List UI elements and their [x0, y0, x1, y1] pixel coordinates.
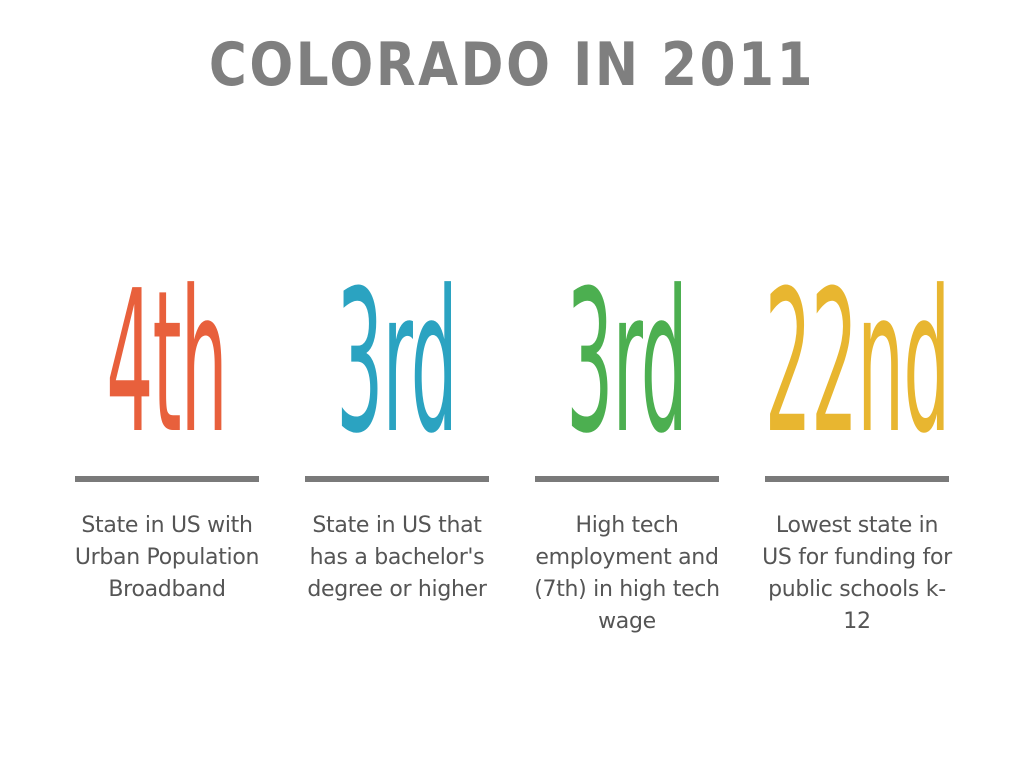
stat-urban-broadband: 4th State in US with Urban Population Br…	[75, 249, 260, 680]
stat-high-tech-employment: 3rd High tech employment and (7th) in hi…	[534, 249, 720, 680]
stat-bachelors-degree: 3rd State in US that has a bachelor's de…	[305, 260, 489, 680]
stat-rank-container: 3rd	[305, 249, 489, 477]
stat-description: High tech employment and (7th) in high t…	[534, 513, 720, 634]
stat-description: State in US with Urban Population Broadb…	[74, 513, 260, 602]
stat-rank: 3rd	[336, 249, 458, 477]
stat-divider	[535, 476, 719, 482]
stat-rank-container: 22nd	[764, 249, 951, 477]
stat-rank-container: 4th	[75, 249, 259, 477]
stat-divider	[305, 476, 489, 482]
stat-description: State in US that has a bachelor's degree…	[307, 513, 487, 602]
stat-rank: 4th	[106, 249, 228, 477]
stat-school-funding: 22nd Lowest state in US for funding for …	[762, 249, 952, 680]
stat-rank: 22nd	[764, 249, 951, 477]
page-title: COLORADO IN 2011	[208, 30, 816, 100]
stat-divider	[75, 476, 259, 482]
stat-rank: 3rd	[566, 249, 688, 477]
stat-divider	[765, 476, 949, 482]
stats-row: 4th State in US with Urban Population Br…	[0, 260, 1024, 680]
stat-rank-container: 3rd	[535, 249, 719, 477]
stat-description: Lowest state in US for funding for publi…	[762, 513, 952, 634]
